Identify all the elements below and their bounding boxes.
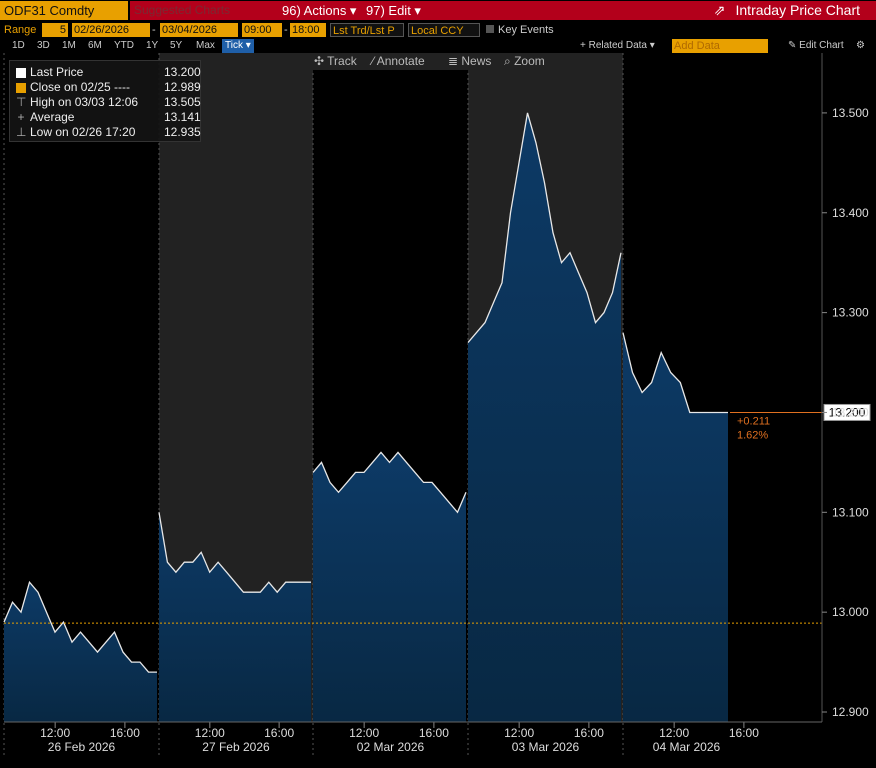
hour-tick-label: 12:00 [659, 726, 689, 740]
period-5y[interactable]: 5Y [170, 40, 183, 51]
legend-high: ⊤ High on 03/03 12:06 13.505 [16, 95, 201, 109]
ticker-field[interactable]: ODF31 Comdty [0, 1, 128, 20]
hour-tick-label: 16:00 [574, 726, 604, 740]
legend-low: ⊥ Low on 02/26 17:20 12.935 [16, 125, 201, 139]
period-tick[interactable]: Tick ▾ [222, 39, 254, 53]
hour-tick-label: 16:00 [110, 726, 140, 740]
price-line [158, 512, 311, 594]
legend-swatch-last [16, 67, 26, 78]
suggested-charts-button[interactable]: Suggested Charts [134, 3, 231, 17]
hour-tick-label: 12:00 [504, 726, 534, 740]
period-6m[interactable]: 6M [88, 40, 102, 51]
menu-bar [130, 1, 876, 20]
related-data-button[interactable]: + Related Data ▾ [580, 40, 655, 51]
gear-icon[interactable]: ⚙ [856, 40, 865, 51]
time-separator: - [284, 24, 288, 36]
average-icon: + [17, 110, 25, 124]
add-data-input[interactable]: Add Data [672, 39, 768, 53]
period-1m[interactable]: 1M [62, 40, 76, 51]
hour-tick-label: 16:00 [419, 726, 449, 740]
hour-tick-label: 16:00 [264, 726, 294, 740]
range-controls: Range 5 02/26/2026 - 03/04/2026 09:00 - … [0, 22, 876, 39]
edit-chart-button[interactable]: ✎ Edit Chart [788, 40, 844, 51]
low-icon: ⊥ [16, 125, 27, 139]
period-1d[interactable]: 1D [12, 40, 25, 51]
hour-tick-label: 16:00 [729, 726, 759, 740]
title-bar: ODF31 Comdty Suggested Charts 96) Action… [0, 0, 876, 21]
price-line [312, 451, 467, 514]
track-button[interactable]: ✣ Track [314, 54, 357, 68]
day-label: 03 Mar 2026 [512, 740, 580, 754]
y-tick-label: 13.000 [832, 605, 869, 619]
zoom-button[interactable]: ⌕ Zoom [504, 54, 545, 68]
news-icon: ≣ [448, 54, 462, 68]
y-tick-label: 13.100 [832, 505, 869, 519]
period-selector: 1D 3D 1M 6M YTD 1Y 5Y Max Tick ▾ + Relat… [0, 39, 876, 53]
price-type-select[interactable]: Lst Trd/Lst P [330, 23, 404, 37]
high-icon: ⊤ [16, 95, 27, 109]
hour-tick-label: 12:00 [40, 726, 70, 740]
y-tick-label: 13.200 [832, 405, 869, 419]
last-price-label: 13.200 [829, 405, 866, 419]
end-time-field[interactable]: 18:00 [290, 23, 326, 37]
period-1y[interactable]: 1Y [146, 40, 159, 51]
price-area [623, 332, 728, 722]
price-line [3, 580, 157, 673]
range-days-field[interactable]: 5 [42, 23, 68, 37]
legend-prev-close: Close on 02/25 ---- 12.989 [16, 80, 201, 94]
price-line [622, 332, 728, 414]
price-area [4, 582, 157, 722]
legend-last-price: Last Price 13.200 [16, 65, 201, 79]
range-label: Range [4, 24, 37, 36]
key-events-toggle[interactable]: Key Events [486, 22, 554, 39]
currency-select[interactable]: Local CCY [408, 23, 480, 37]
y-tick-label: 12.900 [832, 705, 869, 719]
legend-swatch-close [16, 82, 26, 93]
start-time-field[interactable]: 09:00 [242, 23, 282, 37]
news-button[interactable]: ≣ News [448, 54, 492, 68]
change-pct-label: 1.62% [737, 429, 768, 441]
day-label: 02 Mar 2026 [357, 740, 425, 754]
key-events-checkbox[interactable] [486, 25, 494, 33]
day-label: 04 Mar 2026 [653, 740, 721, 754]
price-area [313, 452, 466, 722]
y-tick-label: 13.400 [832, 206, 869, 220]
date-separator: - [152, 24, 156, 36]
legend-average: + Average 13.141 [17, 110, 201, 124]
end-date-field[interactable]: 03/04/2026 [160, 23, 238, 37]
period-3d[interactable]: 3D [37, 40, 50, 51]
day-label: 27 Feb 2026 [202, 740, 270, 754]
window-title: ⇗ Intraday Price Chart [713, 2, 860, 18]
hour-tick-label: 12:00 [195, 726, 225, 740]
magnifier-icon: ⌕ [504, 54, 515, 68]
actions-menu[interactable]: 96) Actions ▾ [282, 3, 357, 18]
chart-toolbar: ✣ Track ⁄ Annotate ≣ News ⌕ Zoom [308, 53, 556, 70]
day-label: 26 Feb 2026 [48, 740, 116, 754]
price-area [468, 112, 621, 722]
change-abs-label: +0.211 [737, 415, 770, 427]
crosshair-icon: ✣ [314, 54, 328, 68]
hour-tick-label: 12:00 [349, 726, 379, 740]
period-ytd[interactable]: YTD [114, 40, 134, 51]
chart-legend: Last Price 13.200 Close on 02/25 ---- 12.9… [9, 60, 201, 142]
period-max[interactable]: Max [196, 40, 215, 51]
edit-menu[interactable]: 97) Edit ▾ [366, 3, 421, 18]
start-date-field[interactable]: 02/26/2026 [72, 23, 150, 37]
price-area [159, 512, 311, 722]
annotate-button[interactable]: ⁄ Annotate [372, 54, 425, 68]
price-line [467, 112, 622, 344]
export-icon[interactable]: ⇗ [713, 2, 726, 18]
pencil-icon: ⁄ [372, 54, 377, 68]
y-tick-label: 13.500 [832, 106, 869, 120]
y-tick-label: 13.300 [832, 306, 869, 320]
pencil-icon: ✎ [788, 40, 800, 51]
